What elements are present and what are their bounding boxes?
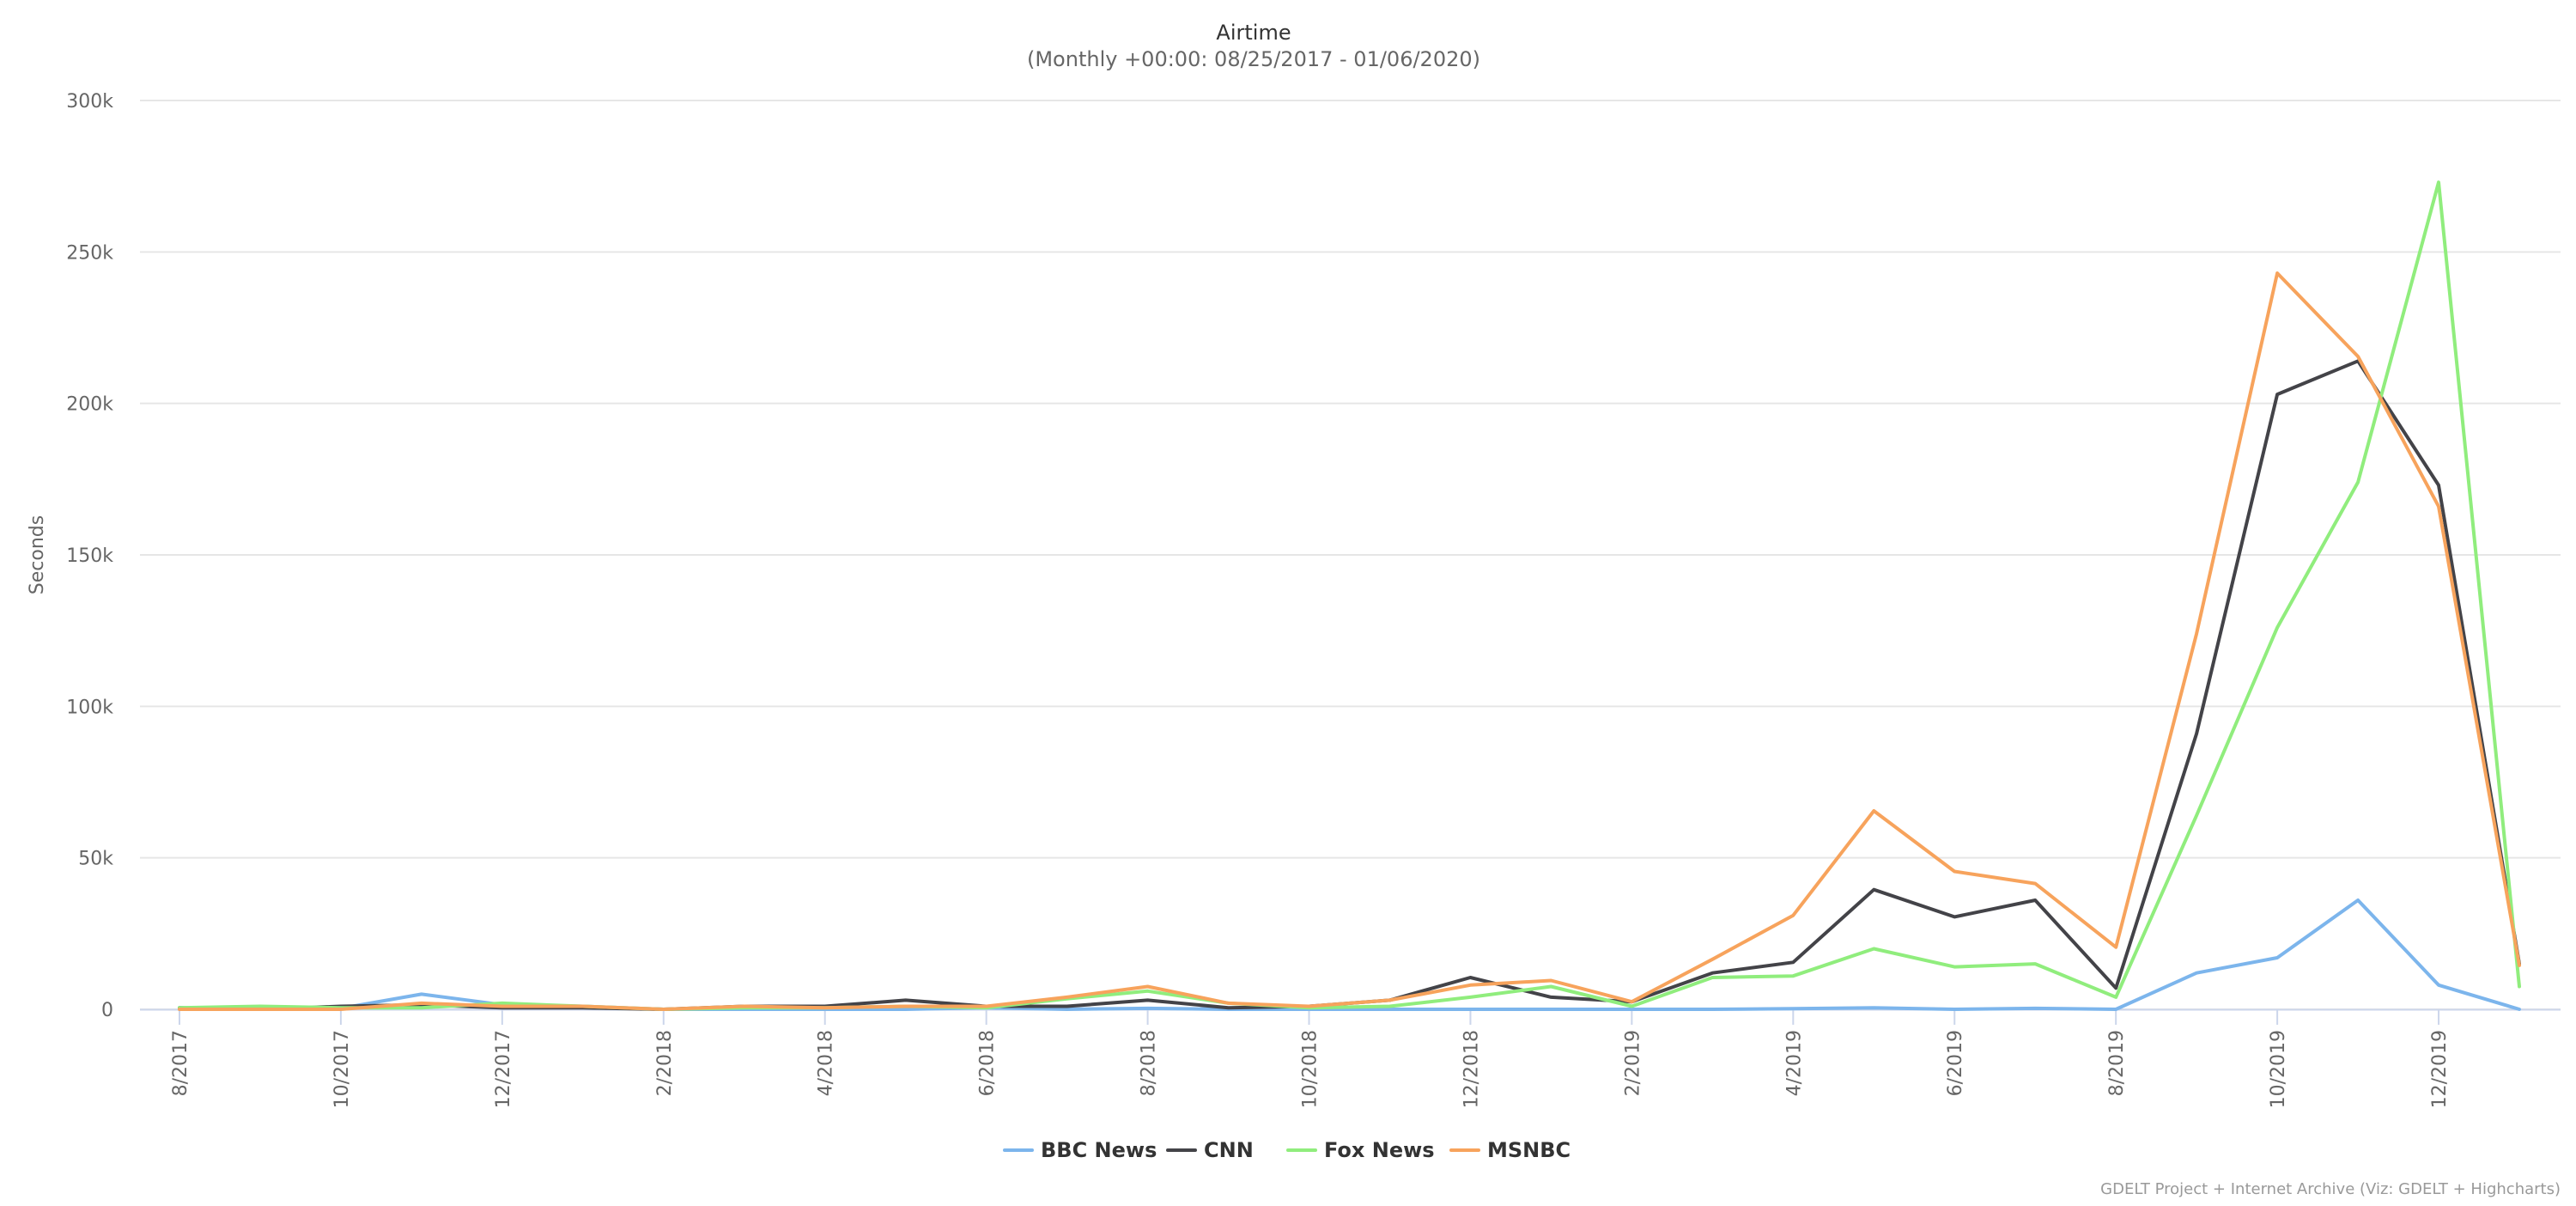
legend[interactable]: BBC News CNN Fox News MSNBC bbox=[1003, 1138, 1571, 1162]
x-tick-label: 8/2019 bbox=[2106, 1030, 2128, 1096]
series-line-bbc-news[interactable] bbox=[178, 898, 2521, 1011]
legend-item-bbc-news[interactable]: BBC News bbox=[1003, 1138, 1157, 1162]
chart-subtitle: (Monthly +00:00: 08/25/2017 - 01/06/2020… bbox=[1027, 47, 1480, 71]
x-axis: 8/2017 10/2017 12/2017 2/2018 4/2018 6/2018 8/… bbox=[140, 1008, 2561, 1108]
x-tick-label: 4/2018 bbox=[816, 1030, 837, 1096]
x-tick-label: 12/2017 bbox=[493, 1030, 514, 1108]
x-tick-label: 2/2018 bbox=[654, 1030, 676, 1096]
chart-title: Airtime bbox=[1216, 21, 1291, 45]
legend-label: CNN bbox=[1204, 1138, 1254, 1162]
legend-label: BBC News bbox=[1041, 1138, 1157, 1162]
y-tick-label: 100k bbox=[66, 697, 113, 718]
x-tick-label: 8/2018 bbox=[1139, 1030, 1160, 1096]
x-tick-label: 12/2018 bbox=[1461, 1030, 1482, 1108]
x-tick-label: 10/2019 bbox=[2268, 1030, 2289, 1108]
legend-item-fox-news[interactable]: Fox News bbox=[1286, 1138, 1435, 1162]
legend-label: MSNBC bbox=[1487, 1138, 1571, 1162]
x-tick-label: 6/2019 bbox=[1945, 1030, 1966, 1096]
y-tick-labels: 0 50k 100k 150k 200k 250k 300k bbox=[66, 91, 113, 1021]
grid-layer bbox=[140, 100, 2561, 1010]
x-tick-label: 12/2019 bbox=[2429, 1030, 2451, 1108]
series-line-msnbc[interactable] bbox=[178, 271, 2521, 1011]
x-tick-label: 8/2017 bbox=[170, 1030, 191, 1096]
y-axis-label: Seconds bbox=[27, 515, 48, 594]
y-tick-label: 300k bbox=[66, 91, 113, 113]
x-tick-label: 4/2019 bbox=[1783, 1030, 1805, 1096]
x-tick-label: 10/2018 bbox=[1300, 1030, 1321, 1108]
legend-item-cnn[interactable]: CNN bbox=[1166, 1138, 1254, 1162]
legend-label: Fox News bbox=[1324, 1138, 1435, 1162]
x-tick-label: 10/2017 bbox=[331, 1030, 353, 1108]
x-tick-label: 6/2018 bbox=[977, 1030, 999, 1096]
chart-credits[interactable]: GDELT Project + Internet Archive (Viz: G… bbox=[2100, 1180, 2561, 1198]
legend-item-msnbc[interactable]: MSNBC bbox=[1449, 1138, 1571, 1162]
x-tick-label: 2/2019 bbox=[1622, 1030, 1643, 1096]
y-tick-label: 0 bbox=[101, 1000, 113, 1021]
y-tick-label: 150k bbox=[66, 545, 113, 567]
y-tick-label: 250k bbox=[66, 242, 113, 264]
series-layer bbox=[178, 180, 2521, 1011]
y-tick-label: 200k bbox=[66, 394, 113, 416]
series-line-cnn[interactable] bbox=[178, 359, 2521, 1011]
y-tick-label: 50k bbox=[78, 849, 113, 870]
series-line-fox-news[interactable] bbox=[178, 180, 2521, 1011]
